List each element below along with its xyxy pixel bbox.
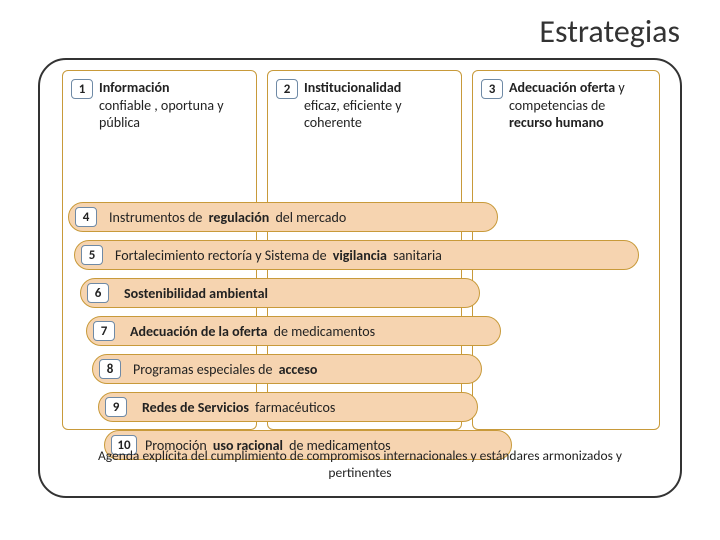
main-frame: 1 Informaciónconfiable , oportuna y públ… <box>38 58 682 498</box>
bar-6-number: 6 <box>87 283 109 303</box>
strategy-bar-9: 9 Redes de Servicios farmacéuticos <box>98 392 478 422</box>
column-3-number: 3 <box>481 79 503 99</box>
bar-5-number: 5 <box>81 245 103 265</box>
footer-text: Agenda explícita del cumplimiento de com… <box>70 448 650 482</box>
strategy-bar-8: 8 Programas especiales de acceso <box>92 354 482 384</box>
strategy-bar-4: 4 Instrumentos de regulación del mercado <box>68 202 498 232</box>
strategy-bar-7: 7 Adecuación de la oferta de medicamento… <box>86 316 501 346</box>
column-1-number: 1 <box>71 79 93 99</box>
bar-5-text: Fortalecimiento rectoría y Sistema de vi… <box>115 247 442 264</box>
bar-4-text: Instrumentos de regulación del mercado <box>109 209 346 226</box>
bar-9-text: Redes de Servicios farmacéuticos <box>139 399 335 416</box>
strategy-bar-5: 5 Fortalecimiento rectoría y Sistema de … <box>74 240 639 270</box>
bar-6-text: Sostenibilidad ambiental <box>121 285 271 302</box>
bar-8-number: 8 <box>99 359 121 379</box>
page-title: Estrategias <box>539 12 680 51</box>
column-2-number: 2 <box>276 79 298 99</box>
bar-7-number: 7 <box>93 321 115 341</box>
bar-4-number: 4 <box>75 207 97 227</box>
bar-7-text: Adecuación de la oferta de medicamentos <box>127 323 375 340</box>
strategy-bar-6: 6 Sostenibilidad ambiental <box>80 278 480 308</box>
bar-8-text: Programas especiales de acceso <box>133 361 320 378</box>
bar-9-number: 9 <box>105 397 127 417</box>
